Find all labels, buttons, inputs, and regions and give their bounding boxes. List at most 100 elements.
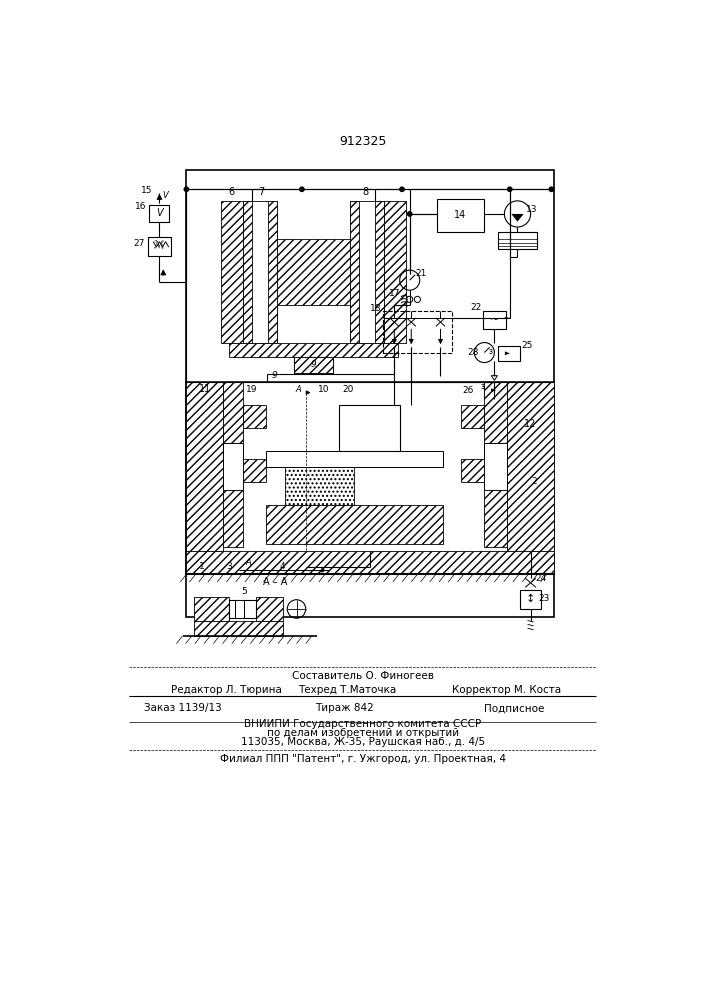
Text: 21: 21 xyxy=(416,269,427,278)
Bar xyxy=(375,201,385,343)
Bar xyxy=(268,201,277,343)
Text: 27: 27 xyxy=(134,239,145,248)
Bar xyxy=(350,201,359,343)
Text: Заказ 1139/13: Заказ 1139/13 xyxy=(144,703,222,713)
Bar xyxy=(187,382,554,574)
Text: 23: 23 xyxy=(539,594,550,603)
Text: A: A xyxy=(295,385,301,394)
Bar xyxy=(484,443,508,490)
Bar xyxy=(187,551,554,574)
Circle shape xyxy=(300,187,304,192)
Text: 9: 9 xyxy=(272,371,278,380)
Text: 1: 1 xyxy=(199,562,204,571)
Bar xyxy=(229,343,398,357)
Text: A: A xyxy=(245,558,251,567)
Text: ~: ~ xyxy=(490,315,499,325)
Bar xyxy=(243,201,252,343)
Bar xyxy=(437,199,484,232)
Bar xyxy=(508,382,554,551)
Bar xyxy=(294,357,333,373)
Text: A – A: A – A xyxy=(263,577,287,587)
Bar xyxy=(382,311,452,353)
Text: 26: 26 xyxy=(462,386,474,395)
Text: V: V xyxy=(156,208,163,218)
Text: ВНИИПИ Государственного комитета СССР: ВНИИПИ Государственного комитета СССР xyxy=(244,719,481,729)
Text: Редактор Л. Тюрина: Редактор Л. Тюрина xyxy=(171,685,282,695)
Text: 6: 6 xyxy=(229,187,235,197)
Text: з: з xyxy=(489,347,493,356)
Bar xyxy=(194,620,283,636)
Bar xyxy=(221,201,243,343)
Bar xyxy=(243,459,266,482)
Circle shape xyxy=(508,187,512,192)
Text: 8: 8 xyxy=(363,187,369,197)
Text: ↕: ↕ xyxy=(526,594,535,604)
Bar xyxy=(148,237,171,256)
Bar xyxy=(223,382,243,443)
Text: V: V xyxy=(162,191,168,200)
Bar xyxy=(266,505,443,544)
Text: 19: 19 xyxy=(246,385,257,394)
Bar xyxy=(294,357,333,373)
Text: 22: 22 xyxy=(470,303,481,312)
Text: 13: 13 xyxy=(527,205,538,214)
Text: 24: 24 xyxy=(536,574,547,583)
Text: 9: 9 xyxy=(310,360,316,369)
Text: Подписное: Подписное xyxy=(484,703,544,713)
Bar xyxy=(187,382,223,551)
Bar xyxy=(235,600,244,618)
Bar xyxy=(223,443,243,490)
Bar xyxy=(243,405,266,428)
Text: 5: 5 xyxy=(241,587,247,596)
Circle shape xyxy=(549,187,554,192)
Bar xyxy=(484,382,508,443)
Bar xyxy=(339,405,400,451)
Text: 17: 17 xyxy=(389,289,400,298)
Text: 10: 10 xyxy=(317,385,329,394)
Bar xyxy=(461,459,484,482)
Text: 113035, Москва, Ж-35, Раушская наб., д. 4/5: 113035, Москва, Ж-35, Раушская наб., д. … xyxy=(240,737,485,747)
Text: Корректор М. Коста: Корректор М. Коста xyxy=(452,685,561,695)
Bar xyxy=(483,311,506,329)
Text: ℳ: ℳ xyxy=(154,241,165,251)
Text: 15: 15 xyxy=(141,186,153,195)
Text: Техред Т.Маточка: Техред Т.Маточка xyxy=(298,685,397,695)
Circle shape xyxy=(407,212,412,216)
Text: 20: 20 xyxy=(342,385,354,394)
Text: 2: 2 xyxy=(532,477,537,486)
Bar xyxy=(243,201,277,343)
Text: Составитель О. Финогеев: Составитель О. Финогеев xyxy=(292,671,433,681)
Text: 12: 12 xyxy=(525,419,537,429)
Bar xyxy=(223,490,243,547)
Text: 28: 28 xyxy=(467,348,479,357)
Circle shape xyxy=(399,187,404,192)
Text: 3: 3 xyxy=(226,562,232,571)
Text: 25: 25 xyxy=(521,341,532,350)
Bar xyxy=(285,455,354,505)
Bar xyxy=(520,590,542,609)
Bar xyxy=(229,600,256,618)
Text: з: з xyxy=(481,382,485,391)
Text: 18: 18 xyxy=(370,304,381,313)
Bar xyxy=(256,597,283,620)
Bar xyxy=(461,405,484,428)
Bar xyxy=(385,201,406,343)
Bar xyxy=(266,451,443,466)
Text: 14: 14 xyxy=(455,210,467,220)
Circle shape xyxy=(184,187,189,192)
Text: 7: 7 xyxy=(258,187,264,197)
Bar xyxy=(277,239,350,305)
Bar xyxy=(194,597,229,620)
Bar xyxy=(498,346,520,361)
Text: Тираж 842: Тираж 842 xyxy=(315,703,373,713)
Text: 4: 4 xyxy=(280,562,286,571)
Text: 11: 11 xyxy=(199,384,211,394)
Bar xyxy=(484,490,508,547)
Text: ~: ~ xyxy=(503,314,512,324)
Text: по делам изобретений и открытий: по делам изобретений и открытий xyxy=(267,728,459,738)
Bar xyxy=(149,205,170,222)
Polygon shape xyxy=(511,214,524,222)
Text: 912325: 912325 xyxy=(339,135,387,148)
Text: Филиал ППП "Патент", г. Ужгород, ул. Проектная, 4: Филиал ППП "Патент", г. Ужгород, ул. Про… xyxy=(220,754,506,764)
Bar xyxy=(350,201,385,343)
